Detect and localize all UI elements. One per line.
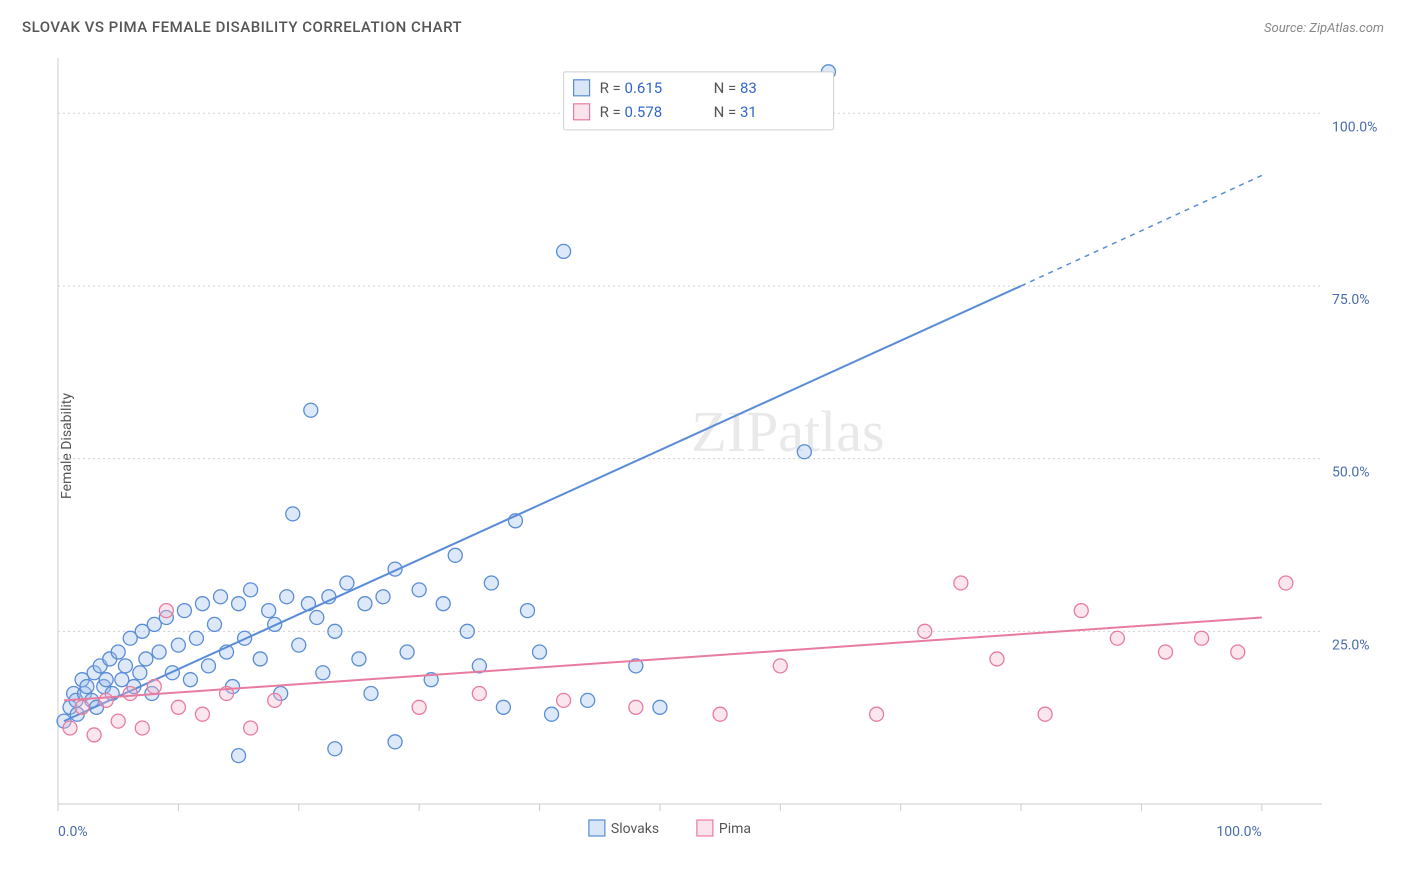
data-point — [870, 707, 884, 721]
data-point — [496, 700, 510, 714]
data-point — [376, 590, 390, 604]
data-point — [328, 742, 342, 756]
data-point — [1195, 631, 1209, 645]
data-point — [268, 693, 282, 707]
data-point — [253, 652, 267, 666]
svg-text:100.0%: 100.0% — [1216, 824, 1261, 840]
trend-line-extrapolated — [1021, 175, 1262, 286]
data-point — [918, 624, 932, 638]
svg-text:N = 31: N = 31 — [714, 103, 757, 121]
data-point — [1110, 631, 1124, 645]
data-point — [472, 686, 486, 700]
data-point — [533, 645, 547, 659]
data-point — [232, 597, 246, 611]
data-point — [484, 576, 498, 590]
data-point — [653, 700, 667, 714]
data-point — [214, 590, 228, 604]
data-point — [195, 707, 209, 721]
data-point — [388, 735, 402, 749]
data-point — [545, 707, 559, 721]
svg-text:25.0%: 25.0% — [1332, 637, 1370, 653]
trend-line — [64, 618, 1262, 701]
data-point — [954, 576, 968, 590]
data-point — [133, 666, 147, 680]
chart-title: SLOVAK VS PIMA FEMALE DISABILITY CORRELA… — [22, 18, 462, 36]
data-point — [262, 604, 276, 618]
data-point — [328, 624, 342, 638]
data-point — [436, 597, 450, 611]
svg-text:100.0%: 100.0% — [1332, 119, 1377, 135]
svg-text:N = 83: N = 83 — [714, 79, 757, 97]
data-point — [292, 638, 306, 652]
data-point — [111, 714, 125, 728]
data-point — [557, 693, 571, 707]
data-point — [412, 583, 426, 597]
data-point — [118, 659, 132, 673]
data-point — [99, 673, 113, 687]
data-point — [581, 693, 595, 707]
data-point — [244, 721, 258, 735]
data-point — [207, 617, 221, 631]
data-point — [63, 721, 77, 735]
data-point — [152, 645, 166, 659]
data-point — [232, 749, 246, 763]
data-point — [177, 604, 191, 618]
data-point — [195, 597, 209, 611]
data-point — [87, 728, 101, 742]
data-point — [412, 700, 426, 714]
svg-text:Pima: Pima — [719, 821, 751, 837]
data-point — [75, 700, 89, 714]
data-point — [400, 645, 414, 659]
data-point — [1038, 707, 1052, 721]
correlation-legend: R = 0.615 N = 83 R = 0.578 N = 31 — [564, 72, 834, 130]
svg-text:0.0%: 0.0% — [58, 824, 88, 840]
data-point — [286, 507, 300, 521]
data-point — [364, 686, 378, 700]
data-point — [990, 652, 1004, 666]
data-point — [358, 597, 372, 611]
data-point — [520, 604, 534, 618]
source-attribution: Source: ZipAtlas.com — [1264, 21, 1384, 36]
data-point — [340, 576, 354, 590]
data-point — [310, 611, 324, 625]
data-point — [123, 686, 137, 700]
data-point — [139, 652, 153, 666]
data-point — [1279, 576, 1293, 590]
svg-text:R = 0.578: R = 0.578 — [600, 103, 663, 121]
data-point — [773, 659, 787, 673]
data-point — [797, 445, 811, 459]
scatter-chart-svg: 25.0% 50.0% 75.0% 100.0% 0.0% 100.0% ZIPatlas R… — [50, 50, 1386, 852]
data-point — [713, 707, 727, 721]
data-point — [280, 590, 294, 604]
data-point — [352, 652, 366, 666]
data-point — [448, 548, 462, 562]
data-point — [111, 645, 125, 659]
svg-text:75.0%: 75.0% — [1332, 292, 1370, 308]
svg-text:50.0%: 50.0% — [1332, 465, 1370, 481]
data-point — [99, 693, 113, 707]
data-point — [189, 631, 203, 645]
data-point — [159, 604, 173, 618]
data-point — [183, 673, 197, 687]
data-point — [171, 700, 185, 714]
data-point — [629, 700, 643, 714]
data-point — [304, 403, 318, 417]
data-point — [1231, 645, 1245, 659]
data-point — [557, 244, 571, 258]
data-point — [171, 638, 185, 652]
data-point — [316, 666, 330, 680]
data-point — [1074, 604, 1088, 618]
svg-text:Slovaks: Slovaks — [611, 821, 659, 837]
data-point — [135, 721, 149, 735]
plot-area: 25.0% 50.0% 75.0% 100.0% 0.0% 100.0% ZIPatlas R… — [50, 50, 1386, 852]
svg-text:R = 0.615: R = 0.615 — [600, 79, 663, 97]
data-point — [1159, 645, 1173, 659]
series-legend: Slovaks Pima — [589, 820, 751, 837]
data-point — [201, 659, 215, 673]
data-point — [147, 680, 161, 694]
data-point — [80, 680, 94, 694]
data-point — [460, 624, 474, 638]
data-point — [244, 583, 258, 597]
svg-text:ZIPatlas: ZIPatlas — [691, 399, 884, 464]
